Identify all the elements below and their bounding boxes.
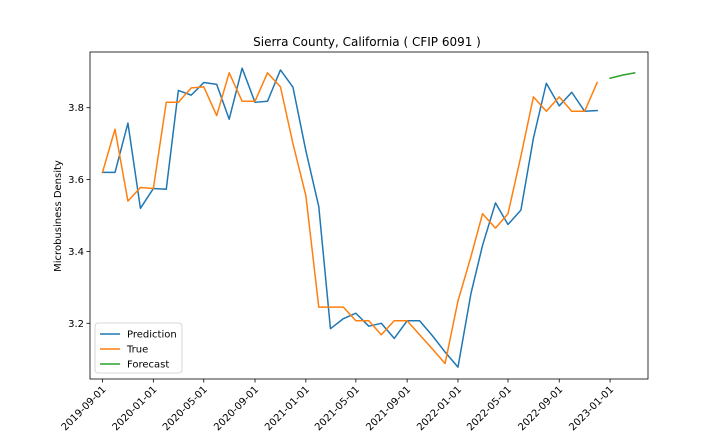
plot-area <box>101 67 636 368</box>
legend-box <box>94 322 183 374</box>
x-tick-label: 2020-09-01 <box>212 384 261 432</box>
x-tick-label: 2023-01-01 <box>567 384 616 432</box>
series-line-true <box>101 72 599 365</box>
x-tick-label: 2022-09-01 <box>516 384 565 432</box>
y-tick-label: 3.4 <box>68 247 84 258</box>
x-tick-label: 2021-09-01 <box>364 384 413 432</box>
x-tick-label: 2019-09-01 <box>60 384 109 432</box>
axes-frame <box>89 51 649 380</box>
legend-label-prediction: Prediction <box>127 330 177 341</box>
x-tick-label: 2021-05-01 <box>313 384 362 432</box>
axes: 2019-09-01 2020-01-01 2020-05-01 2020-09-01… <box>60 51 649 432</box>
chart-title: Sierra County, California ( CFIP 6091 ) <box>253 35 481 49</box>
x-tick-label: 2022-05-01 <box>465 384 514 432</box>
series-line-prediction <box>101 67 598 368</box>
y-tick-label: 3.6 <box>68 175 84 186</box>
series-line-forecast <box>609 71 636 80</box>
y-tick-label: 3.8 <box>68 103 84 114</box>
legend-label-true: True <box>126 345 148 356</box>
y-tick-label: 3.2 <box>68 319 84 330</box>
legend: Prediction True Forecast <box>94 322 183 374</box>
x-tick-label: 2022-01-01 <box>415 384 464 432</box>
x-tick-label: 2021-01-01 <box>263 384 312 432</box>
x-tick-label: 2020-05-01 <box>161 384 210 432</box>
x-tick-label: 2020-01-01 <box>111 384 160 432</box>
y-axis-label: Microbusiness Density <box>53 160 64 272</box>
legend-label-forecast: Forecast <box>127 360 169 371</box>
